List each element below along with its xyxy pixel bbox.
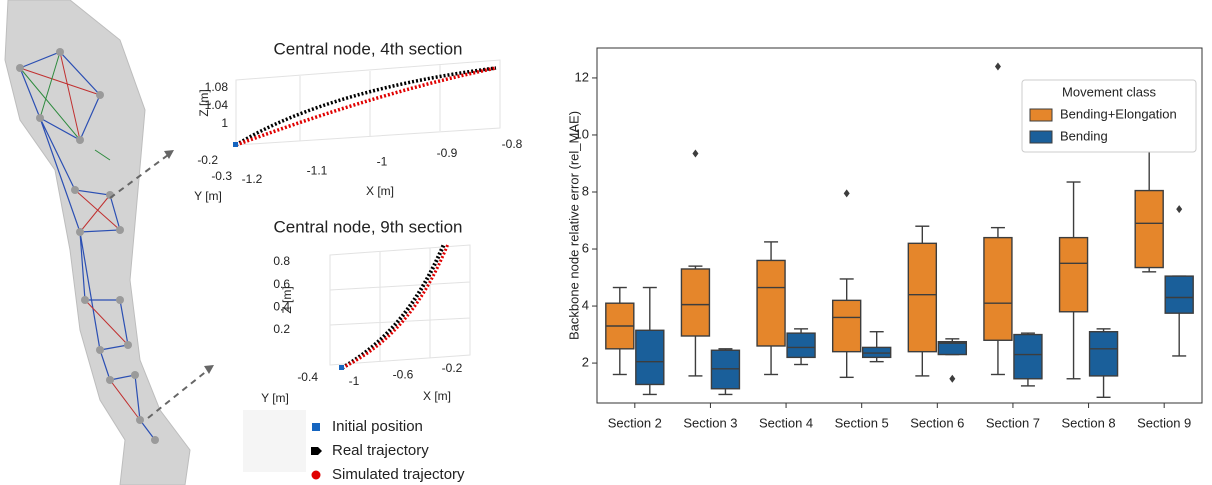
- x-tick-label: -1.2: [242, 172, 263, 186]
- box: [756, 259, 786, 347]
- box: [1058, 236, 1089, 313]
- z-tick-label: 0.2: [273, 322, 290, 336]
- x-tick-label: -1.1: [307, 163, 328, 177]
- box: [937, 340, 968, 356]
- box: [907, 242, 938, 353]
- plot-frame: [596, 47, 1203, 404]
- x-tick-label: -0.2: [442, 361, 463, 375]
- legend-label: Real trajectory: [332, 442, 429, 459]
- box: [1164, 275, 1194, 314]
- x-tick-label: -0.9: [437, 146, 458, 160]
- y-axis-label: Y [m]: [194, 189, 222, 203]
- y-tick-label: 8: [582, 183, 589, 198]
- box: [680, 268, 711, 337]
- legend-background: [243, 410, 306, 472]
- legend-swatch: [1029, 108, 1053, 122]
- legend-marker: [311, 470, 321, 480]
- x-tick-label: Section 6: [910, 415, 964, 430]
- box: [861, 346, 892, 359]
- x-tick-label: -0.6: [393, 368, 414, 382]
- x-tick-label: Section 9: [1137, 415, 1191, 430]
- x-tick-label: Section 8: [1061, 415, 1115, 430]
- y-tick-label: -0.2: [197, 153, 218, 167]
- leg-illustration: [4, 0, 214, 485]
- panel-title: Central node, 4th section: [273, 39, 462, 58]
- legend-box: [1021, 79, 1197, 153]
- legend-marker: [312, 423, 320, 431]
- x-axis-label: X [m]: [366, 184, 394, 198]
- y-tick-label: 12: [575, 69, 589, 84]
- box: [831, 299, 862, 353]
- box: [1134, 189, 1164, 269]
- z-tick-label: 1.04: [205, 98, 229, 112]
- z-tick-label: 1: [221, 116, 228, 130]
- y-tick-label: 6: [582, 240, 589, 255]
- real-trajectory-4: [235, 66, 497, 147]
- legend-label: Initial position: [332, 418, 423, 435]
- outlier: [994, 62, 1001, 71]
- y-tick-label: 2: [582, 355, 589, 370]
- legend-label: Bending+Elongation: [1060, 106, 1177, 121]
- box: [786, 332, 816, 359]
- x-tick-label: -1: [349, 374, 360, 388]
- legend-marker: [311, 447, 322, 455]
- z-axis-label: Z [m]: [280, 286, 294, 313]
- outlier: [949, 374, 956, 383]
- y-tick-label: 10: [575, 126, 589, 141]
- box: [1013, 333, 1043, 380]
- legend-swatch: [1029, 130, 1053, 144]
- initial-point-9: [339, 365, 344, 370]
- simulated-trajectory-4: [235, 66, 497, 147]
- x-tick-label: Section 2: [608, 415, 662, 430]
- outlier: [692, 149, 699, 158]
- y-tick-label: 4: [582, 297, 589, 312]
- z-tick-label: 0.6: [273, 277, 290, 291]
- outlier: [1176, 205, 1183, 214]
- x-tick-label: -0.8: [502, 137, 523, 151]
- y-axis-label: Backbone node relative error (rel_MAE): [566, 111, 581, 340]
- x-axis-label: X [m]: [423, 389, 451, 403]
- x-tick-label: Section 7: [986, 415, 1040, 430]
- box: [983, 236, 1013, 341]
- simulated-trajectory-9: [341, 243, 450, 370]
- box: [1088, 331, 1119, 377]
- x-tick-label: Section 5: [835, 415, 889, 430]
- z-tick-label: 0.4: [273, 300, 290, 314]
- z-axis-label: Z [m]: [197, 89, 211, 116]
- y-tick-label: -0.4: [297, 370, 318, 384]
- y-axis-label: Y [m]: [261, 391, 289, 405]
- x-tick-label: Section 3: [683, 415, 737, 430]
- box: [635, 329, 665, 386]
- box: [710, 349, 741, 390]
- z-tick-label: 0.8: [273, 254, 290, 268]
- x-tick-label: Section 4: [759, 415, 813, 430]
- y-tick-label: -0.3: [211, 169, 232, 183]
- real-trajectory-9: [340, 243, 446, 370]
- x-tick-label: -1: [377, 155, 388, 169]
- legend-label: Bending: [1060, 128, 1108, 143]
- panel-title: Central node, 9th section: [273, 217, 462, 236]
- legend-title: Movement class: [1062, 84, 1156, 99]
- panel-3d-grid: [235, 59, 501, 366]
- legend-label: Simulated trajectory: [332, 466, 465, 483]
- z-tick-label: 1.08: [205, 80, 229, 94]
- initial-point-4: [233, 142, 238, 147]
- outlier: [843, 189, 850, 198]
- trajectory-legend: Initial position Real trajectory Simulated…: [311, 418, 465, 483]
